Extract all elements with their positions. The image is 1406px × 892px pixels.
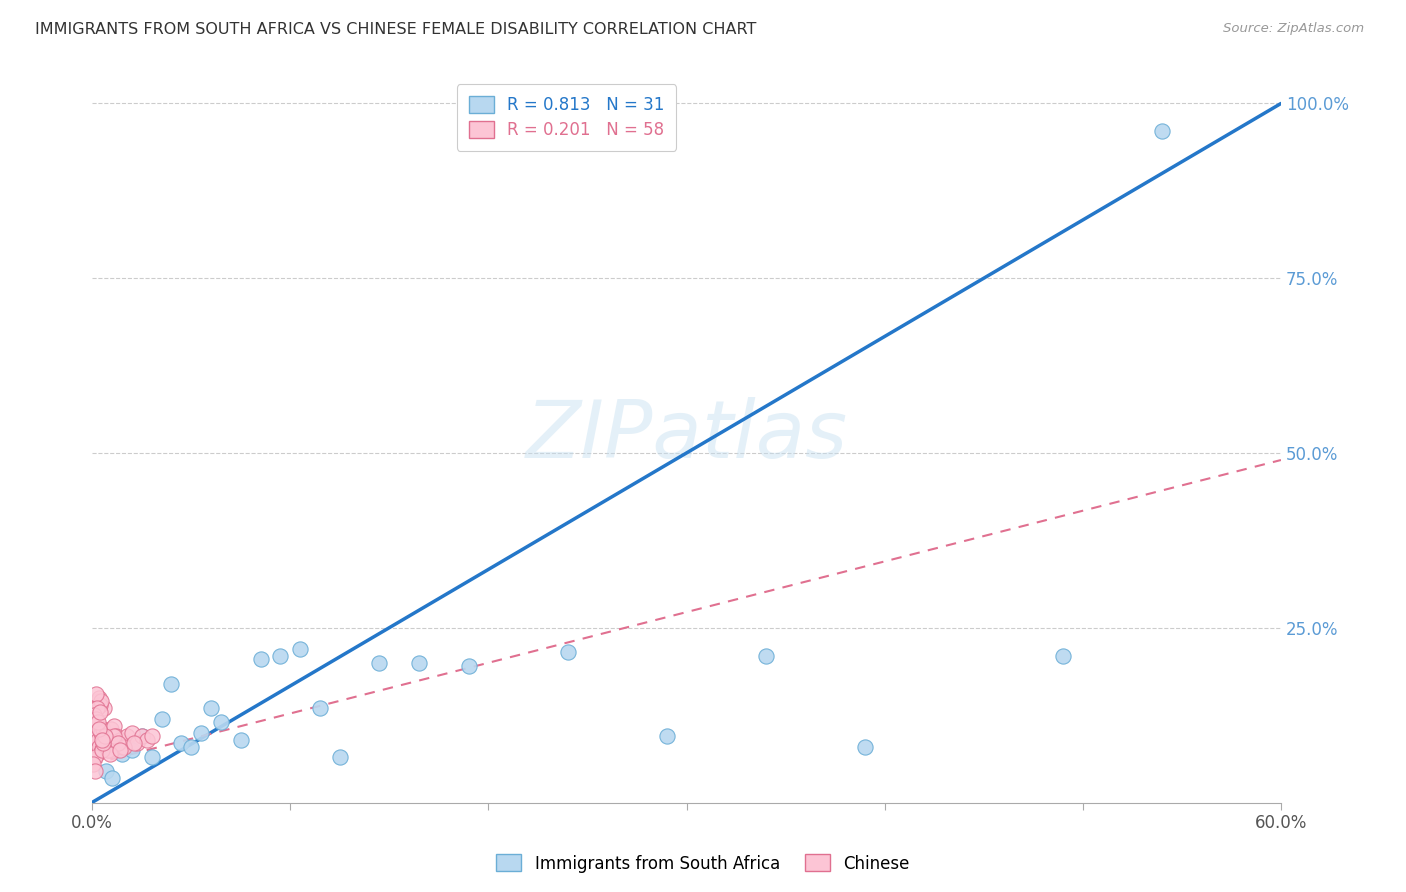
Point [368, 656, 391, 670]
Point [101, 771, 124, 785]
Point [93, 736, 115, 750]
Point [91, 743, 114, 757]
Point [86, 701, 108, 715]
Point [89, 722, 111, 736]
Point [329, 750, 352, 764]
Point [91, 743, 114, 757]
Point [853, 739, 876, 754]
Point [103, 729, 125, 743]
Point [170, 736, 193, 750]
Point [90, 725, 112, 739]
Point [94, 764, 117, 779]
Point [249, 652, 271, 666]
Legend: Immigrants from South Africa, Chinese: Immigrants from South Africa, Chinese [489, 847, 917, 880]
Point [457, 659, 479, 673]
Point [104, 729, 127, 743]
Point [408, 656, 430, 670]
Point [89, 705, 111, 719]
Point [83, 736, 105, 750]
Point [557, 645, 579, 659]
Point [91, 736, 114, 750]
Point [98, 729, 121, 743]
Point [87, 739, 110, 754]
Text: ZIPatlas: ZIPatlas [526, 397, 848, 475]
Point [87, 690, 110, 705]
Point [90, 694, 112, 708]
Point [84, 712, 107, 726]
Point [125, 736, 148, 750]
Point [98, 743, 121, 757]
Text: Source: ZipAtlas.com: Source: ZipAtlas.com [1223, 22, 1364, 36]
Point [94, 729, 117, 743]
Point [755, 648, 778, 663]
Point [89, 698, 111, 712]
Point [87, 715, 110, 730]
Point [84, 729, 107, 743]
Point [84, 687, 107, 701]
Point [97, 732, 120, 747]
Point [84, 743, 107, 757]
Point [1152, 124, 1174, 138]
Point [135, 732, 157, 747]
Point [108, 743, 131, 757]
Point [160, 677, 183, 691]
Point [141, 729, 163, 743]
Point [190, 725, 212, 739]
Point [93, 701, 115, 715]
Point [229, 732, 252, 747]
Point [83, 764, 105, 779]
Point [94, 732, 117, 747]
Point [115, 736, 138, 750]
Point [103, 719, 125, 733]
Text: IMMIGRANTS FROM SOUTH AFRICA VS CHINESE FEMALE DISABILITY CORRELATION CHART: IMMIGRANTS FROM SOUTH AFRICA VS CHINESE … [35, 22, 756, 37]
Legend: R = 0.813   N = 31, R = 0.201   N = 58: R = 0.813 N = 31, R = 0.201 N = 58 [457, 84, 676, 151]
Point [87, 722, 110, 736]
Point [141, 750, 163, 764]
Point [98, 747, 121, 761]
Point [87, 694, 110, 708]
Point [108, 732, 131, 747]
Point [115, 729, 138, 743]
Point [269, 648, 291, 663]
Point [131, 729, 153, 743]
Point [290, 641, 312, 656]
Point [1052, 648, 1074, 663]
Point [180, 739, 202, 754]
Point [91, 722, 114, 736]
Point [309, 701, 332, 715]
Point [101, 743, 124, 757]
Point [107, 736, 129, 750]
Point [131, 729, 153, 743]
Point [89, 743, 111, 757]
Point [122, 736, 145, 750]
Point [655, 729, 678, 743]
Point [96, 736, 118, 750]
Point [100, 722, 122, 736]
Point [91, 743, 114, 757]
Point [82, 757, 104, 772]
Point [82, 739, 104, 754]
Point [111, 747, 134, 761]
Point [104, 739, 127, 754]
Point [90, 732, 112, 747]
Point [107, 736, 129, 750]
Point [200, 701, 222, 715]
Point [97, 743, 120, 757]
Point [121, 743, 143, 757]
Point [111, 739, 134, 754]
Point [84, 750, 107, 764]
Point [94, 739, 117, 754]
Point [121, 725, 143, 739]
Point [83, 708, 105, 723]
Point [150, 712, 173, 726]
Point [112, 739, 135, 754]
Point [86, 747, 108, 761]
Point [87, 732, 110, 747]
Point [209, 715, 232, 730]
